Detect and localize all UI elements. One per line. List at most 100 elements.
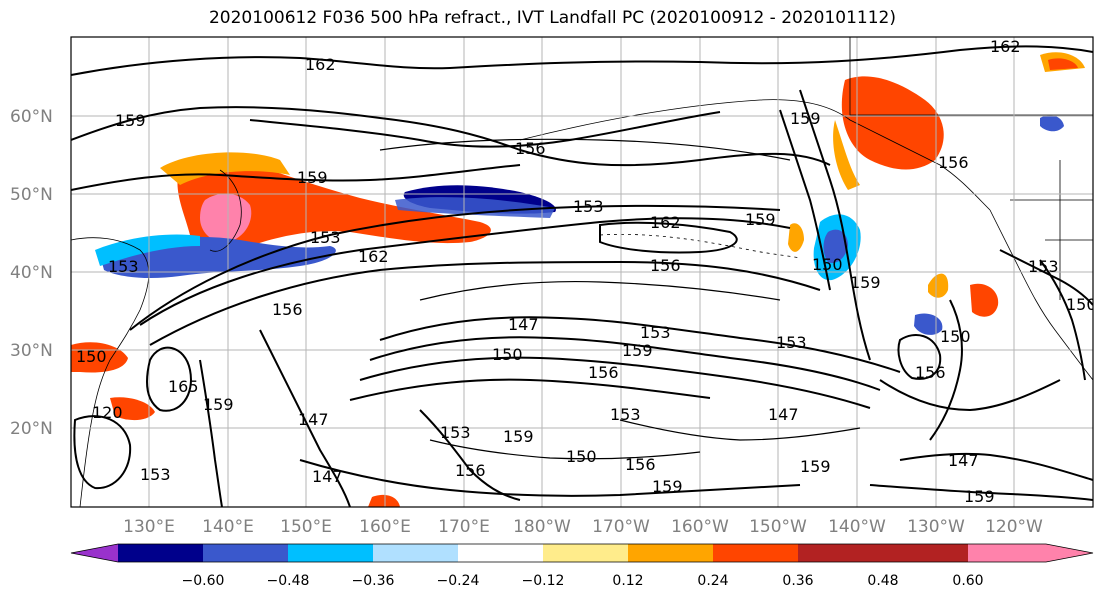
- anomaly-alaska-rim: [833, 120, 860, 190]
- colorbar-ticks: −0.60 −0.48 −0.36 −0.24 −0.12 0.12 0.24 …: [182, 573, 984, 589]
- north-america-coast: [989, 209, 1093, 381]
- anomaly-gulf-core: [823, 229, 848, 264]
- contour-147-low: [299, 459, 801, 497]
- lat-label: 30°N: [10, 341, 53, 361]
- colorbar-segment: [543, 544, 628, 562]
- contour-ring-south: [897, 334, 942, 380]
- anomaly-ne-red: [1048, 58, 1078, 70]
- colorbar-segment: [373, 544, 458, 562]
- contour-label: 153: [640, 323, 671, 342]
- contour-label: 153: [610, 405, 641, 424]
- contour-mid-ring: [599, 221, 738, 254]
- contour-153-far-east: [999, 249, 1093, 306]
- anomaly-blue-band: [395, 197, 555, 218]
- contour-label: 156: [455, 461, 486, 480]
- anomaly-pink-patch: [200, 193, 252, 243]
- contour-thin-1: [379, 138, 791, 161]
- lon-label: 150°W: [749, 517, 807, 537]
- contour-162-north: [71, 45, 1093, 76]
- contour-label: 147: [508, 315, 539, 334]
- lon-label: 120°W: [985, 517, 1043, 537]
- contour-label: 156: [515, 139, 546, 158]
- contour-159-se: [869, 484, 1093, 501]
- anomaly-positive-patch: [177, 162, 491, 254]
- contour-label: 156: [915, 363, 946, 382]
- contour-162-jet: [139, 217, 791, 326]
- lon-label: 180°W: [513, 517, 571, 537]
- contour-label: 159: [652, 477, 683, 496]
- colorbar-tick-label: −0.60: [182, 573, 225, 589]
- contour-label: 162: [358, 247, 389, 266]
- lon-label: 140°W: [828, 517, 886, 537]
- contour-153-low: [419, 409, 521, 501]
- colorbar-tick-label: −0.24: [437, 573, 480, 589]
- contour-150-far-east: [929, 299, 963, 441]
- anomaly-orange-rim: [160, 152, 290, 185]
- contour-label: 153: [573, 197, 604, 216]
- anomaly-east-blue: [914, 313, 943, 335]
- map-title: 2020100612 F036 500 hPa refract., IVT La…: [208, 8, 896, 28]
- colorbar-right-arrow: [968, 544, 1093, 562]
- contour-label: 153: [440, 423, 471, 442]
- contour-label: 162: [305, 55, 336, 74]
- asia-coast: [71, 237, 150, 507]
- anomaly-lightblue-rim: [95, 234, 200, 266]
- contour-label: 159: [203, 395, 234, 414]
- contour-label: 156: [272, 300, 303, 319]
- colorbar-tick-label: −0.48: [267, 573, 310, 589]
- contour-156-east: [879, 379, 1061, 412]
- lon-label: 150°E: [280, 517, 332, 537]
- contour-159-east: [799, 89, 871, 361]
- lon-label: 170°E: [438, 517, 490, 537]
- contour-label: 147: [948, 451, 979, 470]
- contour-label: 150: [76, 347, 107, 366]
- lat-label: 20°N: [10, 419, 53, 439]
- contour-label: 153: [1028, 257, 1059, 276]
- contour-sw-ring: [73, 415, 132, 490]
- colorbar-segment: [628, 544, 713, 562]
- lon-label: 160°W: [671, 517, 729, 537]
- colorbar-segment: [458, 544, 543, 562]
- contour-label: 162: [650, 213, 681, 232]
- contour-label: 159: [115, 111, 146, 130]
- contour-label: 150: [492, 345, 523, 364]
- contour-label: 147: [298, 410, 329, 429]
- aleutians: [599, 233, 801, 259]
- colorbar: [70, 543, 1094, 563]
- anomaly-east-patch: [970, 283, 999, 317]
- colorbar-segment: [713, 544, 798, 562]
- contour-label: 153: [310, 228, 341, 247]
- colorbar-segment: [118, 544, 203, 562]
- lat-labels: 60°N 50°N 40°N 30°N 20°N: [10, 107, 53, 439]
- contour-label: 159: [800, 457, 831, 476]
- anomaly-west-rim: [110, 397, 155, 421]
- shaded-anomalies: [71, 52, 1085, 507]
- contour-label: 156: [625, 455, 656, 474]
- lon-label: 130°W: [907, 517, 965, 537]
- lon-label: 170°W: [592, 517, 650, 537]
- colorbar-tick-label: 0.12: [612, 573, 643, 589]
- colorbar-segment: [798, 544, 883, 562]
- contour-159-north: [71, 106, 831, 167]
- contour-label: 156: [588, 363, 619, 382]
- contour-label: 120: [92, 403, 123, 422]
- contour-150-east: [779, 109, 831, 291]
- contour-147-south: [379, 316, 901, 373]
- contour-label-group: 162 159 156 159 153 153 162 162 159 156 …: [76, 37, 1093, 506]
- contour-label: 159: [790, 109, 821, 128]
- contour-thin-2: [419, 280, 781, 301]
- lon-label: 140°E: [202, 517, 254, 537]
- refractivity-contours-thin: [379, 138, 861, 460]
- kamchatka-coast: [209, 169, 242, 252]
- contour-153-jet: [129, 204, 781, 331]
- contour-label: 156: [650, 256, 681, 275]
- alaska-coast: [519, 99, 991, 211]
- colorbar-tick-label: −0.36: [352, 573, 395, 589]
- contour-label: 147: [768, 405, 799, 424]
- contour-label: 150: [812, 255, 843, 274]
- contour-label: 159: [745, 210, 776, 229]
- lat-label: 50°N: [10, 185, 53, 205]
- contour-156-south: [349, 378, 711, 401]
- anomaly-se-blue: [1040, 115, 1064, 132]
- colorbar-tick-label: 0.24: [697, 573, 728, 589]
